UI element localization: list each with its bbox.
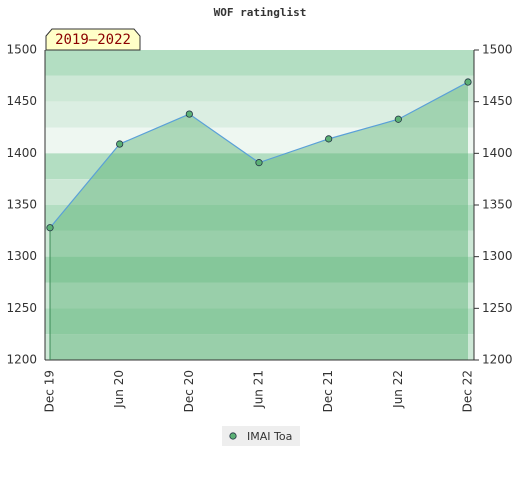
y-tick-label: 1400 xyxy=(6,146,37,160)
y2-tick-label: 1450 xyxy=(482,94,513,108)
x-tick-label: Dec 22 xyxy=(461,370,475,412)
y-tick-label: 1500 xyxy=(6,43,37,57)
point xyxy=(185,110,193,118)
background-band xyxy=(45,230,474,257)
background-band xyxy=(45,282,474,309)
background-band xyxy=(45,334,474,360)
legend-marker xyxy=(229,432,237,440)
x-tick-label: Dec 19 xyxy=(43,370,57,412)
point xyxy=(46,224,54,232)
point xyxy=(325,135,333,143)
point xyxy=(464,78,472,86)
background-band xyxy=(45,127,474,154)
background-band xyxy=(45,75,474,102)
background-band xyxy=(45,101,474,128)
y-tick-label: 1450 xyxy=(6,94,37,108)
point xyxy=(394,115,402,123)
background-band xyxy=(45,50,474,76)
background-band xyxy=(45,205,474,231)
background-band xyxy=(45,308,474,335)
background-band xyxy=(45,256,474,283)
x-tick-label: Dec 21 xyxy=(321,370,335,412)
legend-box xyxy=(222,426,300,446)
background-band xyxy=(45,153,474,180)
x-tick-label: Jun 22 xyxy=(391,370,405,409)
legend-label: IMAI Toa xyxy=(247,430,292,443)
x-tick-label: Dec 20 xyxy=(182,370,196,412)
x-tick-label: Jun 21 xyxy=(252,370,266,409)
y2-tick-label: 1200 xyxy=(482,353,513,367)
badge-box xyxy=(45,28,141,51)
chart-title: WOF ratinglist xyxy=(214,6,307,19)
badge-text: 2019–2022 xyxy=(55,32,131,48)
y-tick-label: 1200 xyxy=(6,353,37,367)
y2-tick-label: 1400 xyxy=(482,146,513,160)
y2-tick-label: 1250 xyxy=(482,301,513,315)
area xyxy=(50,82,468,361)
x-tick-label: Jun 20 xyxy=(112,370,126,409)
point xyxy=(255,159,263,167)
point xyxy=(116,140,124,148)
y-tick-label: 1300 xyxy=(6,249,37,263)
y2-tick-label: 1350 xyxy=(482,198,513,212)
y-tick-label: 1250 xyxy=(6,301,37,315)
y2-tick-label: 1500 xyxy=(482,43,513,57)
background-band xyxy=(45,179,474,205)
y-tick-label: 1350 xyxy=(6,198,37,212)
y2-tick-label: 1300 xyxy=(482,249,513,263)
